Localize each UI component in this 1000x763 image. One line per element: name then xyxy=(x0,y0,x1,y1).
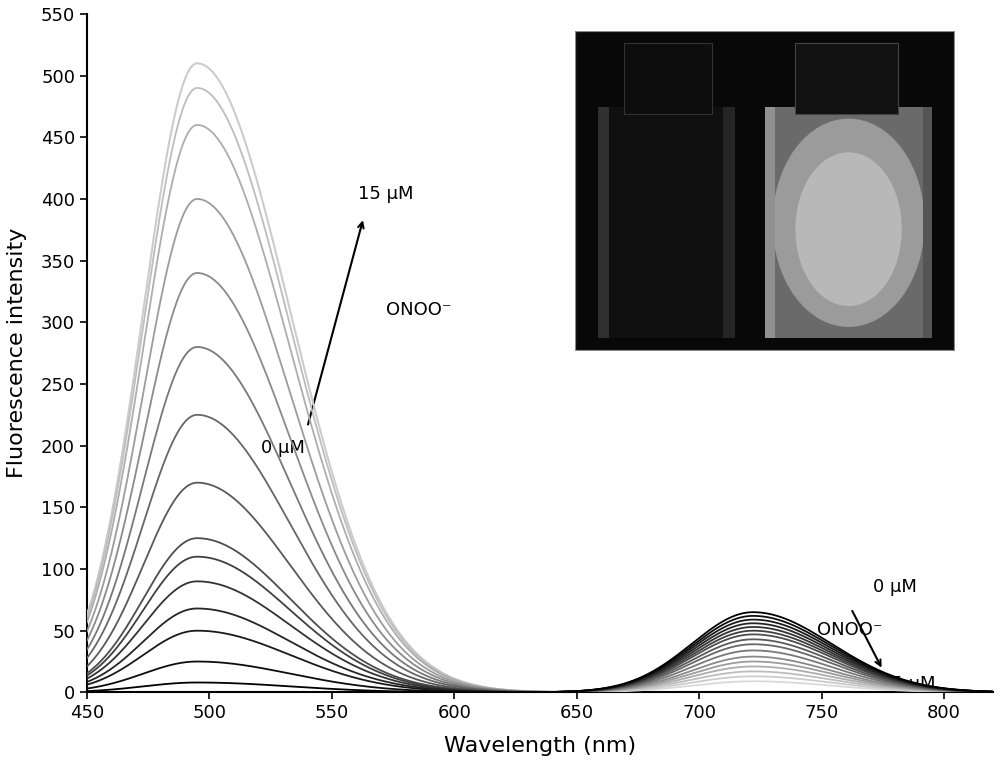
Text: 0 μM: 0 μM xyxy=(261,439,305,458)
Text: ONOO⁻: ONOO⁻ xyxy=(817,621,882,639)
Bar xyxy=(765,108,932,338)
Text: 15 μM: 15 μM xyxy=(880,675,935,693)
Ellipse shape xyxy=(773,118,925,327)
X-axis label: Wavelength (nm): Wavelength (nm) xyxy=(444,736,636,756)
Bar xyxy=(598,108,735,338)
Bar xyxy=(598,108,609,338)
Text: 0 μM: 0 μM xyxy=(873,578,917,596)
Bar xyxy=(795,43,898,114)
Text: ONOO⁻: ONOO⁻ xyxy=(386,301,451,319)
Ellipse shape xyxy=(795,153,902,306)
Y-axis label: Fluorescence intensity: Fluorescence intensity xyxy=(7,228,27,478)
Text: 15 μM: 15 μM xyxy=(358,185,413,203)
Bar xyxy=(624,43,712,114)
Bar xyxy=(765,108,774,338)
Bar xyxy=(723,108,735,338)
Bar xyxy=(923,108,932,338)
